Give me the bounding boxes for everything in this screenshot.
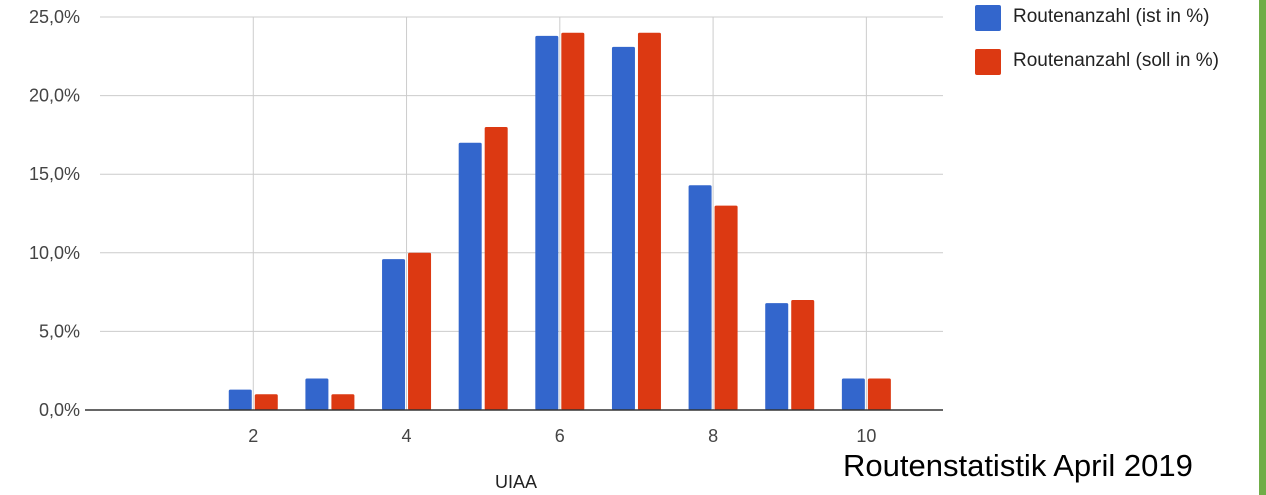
bar-soll: [867, 378, 891, 410]
bar-ist: [611, 46, 635, 410]
legend-swatch-ist: [975, 5, 1001, 31]
x-tick-label: 4: [402, 426, 412, 446]
bar-ist: [841, 378, 865, 410]
bar-ist: [458, 142, 482, 410]
y-tick-label: 20,0%: [29, 86, 80, 106]
bar-soll: [791, 299, 815, 410]
legend-swatch-soll: [975, 49, 1001, 75]
bar-soll: [637, 32, 661, 410]
bar-ist: [688, 185, 712, 410]
x-tick-label: 2: [248, 426, 258, 446]
page-border: [1259, 0, 1266, 495]
bar-soll: [484, 127, 508, 410]
y-tick-label: 15,0%: [29, 164, 80, 184]
legend-label-soll: Routenanzahl (soll in %): [1013, 50, 1219, 71]
y-tick-label: 0,0%: [39, 400, 80, 420]
bar-soll: [561, 32, 585, 410]
bar-ist: [305, 378, 329, 410]
bar-ist: [765, 303, 789, 410]
gridlines: [100, 16, 943, 410]
bar-soll: [714, 205, 738, 410]
bar-soll: [331, 394, 355, 410]
x-tick-label: 10: [856, 426, 876, 446]
y-tick-label: 25,0%: [29, 7, 80, 27]
bar-soll: [254, 394, 278, 410]
bars: [228, 32, 891, 410]
bar-soll: [408, 252, 432, 410]
bar-ist: [228, 389, 252, 410]
bar-ist: [535, 35, 559, 410]
x-tick-label: 6: [555, 426, 565, 446]
x-tick-label: 8: [708, 426, 718, 446]
legend-label-ist: Routenanzahl (ist in %): [1013, 6, 1210, 27]
axes: 0,0% 5,0% 10,0% 15,0% 20,0% 25,0% 2 4 6 8 10: [29, 7, 943, 446]
chart-caption: Routenstatistik April 2019: [843, 448, 1193, 483]
y-tick-label: 10,0%: [29, 243, 80, 263]
y-tick-label: 5,0%: [39, 321, 80, 341]
bar-ist: [382, 259, 406, 410]
x-axis-label: UIAA: [495, 472, 537, 492]
